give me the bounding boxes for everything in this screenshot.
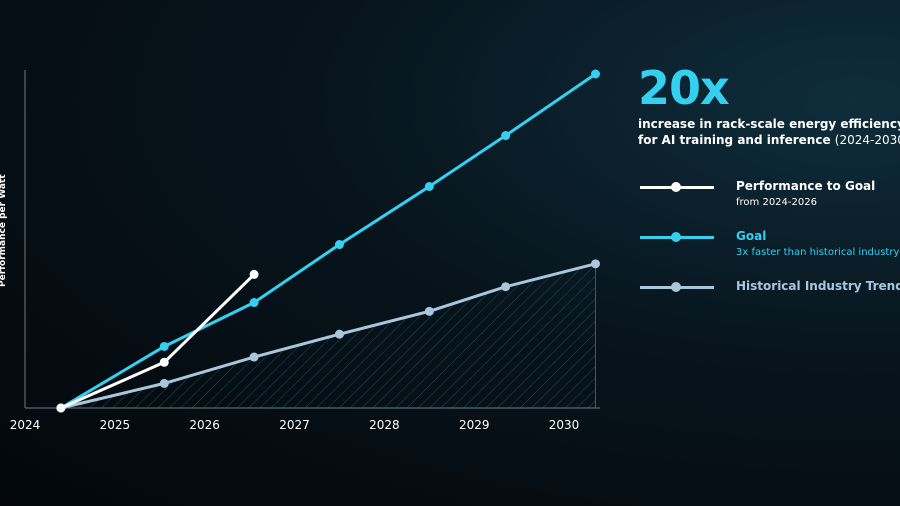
data-point [591, 259, 601, 269]
data-point [334, 329, 344, 339]
legend-subtitle: from 2024-2026 [736, 197, 817, 208]
legend-title: Historical Industry Trends [736, 279, 900, 293]
legend-item-performance-to-goal: Performance to Goal from 2024-2026 [638, 178, 900, 228]
series-lines [56, 69, 601, 413]
x-tick-label: 2025 [100, 418, 131, 432]
data-point [249, 352, 259, 362]
x-tick-label: 2028 [369, 418, 400, 432]
data-point [424, 306, 434, 316]
headline-line-2-text: for AI training and inference [638, 133, 831, 147]
legend-dot-marker [671, 232, 681, 242]
legend-item-goal: Goal 3x faster than historical industry [638, 228, 900, 278]
x-tick-label: 2029 [459, 418, 490, 432]
data-point [159, 378, 169, 388]
data-point [56, 403, 66, 413]
series-performance-to-goal [56, 269, 259, 413]
data-point [501, 282, 511, 292]
data-point [334, 240, 344, 250]
legend-item-historical: Historical Industry Trends [638, 278, 900, 328]
historical-area-fill [60, 263, 596, 408]
legend-dot-marker [671, 282, 681, 292]
data-point [249, 298, 259, 308]
data-point [159, 357, 169, 367]
headline-line-2: for AI training and inference (2024-2030… [638, 132, 900, 148]
legend-dot-marker [671, 182, 681, 192]
chart-legend: Performance to Goal from 2024-2026 Goal … [638, 178, 900, 328]
headline: 20x increase in rack-scale energy effici… [638, 60, 900, 148]
x-tick-label: 2027 [279, 418, 310, 432]
data-point [249, 269, 259, 279]
legend-subtitle: 3x faster than historical industry [736, 247, 900, 258]
data-point [591, 69, 601, 79]
historical-hatched-area [60, 263, 597, 408]
headline-multiplier: 20x [638, 61, 730, 115]
x-tick-label: 2024 [10, 418, 41, 432]
y-axis-label: Performance per Watt [0, 174, 8, 287]
legend-title: Performance to Goal [736, 179, 876, 193]
x-axis-tick-labels: 2024 2025 2026 2027 2028 2029 2030 [10, 418, 580, 432]
chart-axes [24, 70, 600, 409]
headline-line-1: increase in rack-scale energy efficiency [638, 117, 900, 131]
x-tick-label: 2026 [189, 418, 220, 432]
data-point [424, 182, 434, 192]
data-point [501, 131, 511, 141]
legend-title: Goal [736, 229, 767, 243]
data-point [159, 341, 169, 351]
headline-years: (2024-2030) [834, 133, 900, 147]
x-tick-label: 2030 [549, 418, 580, 432]
